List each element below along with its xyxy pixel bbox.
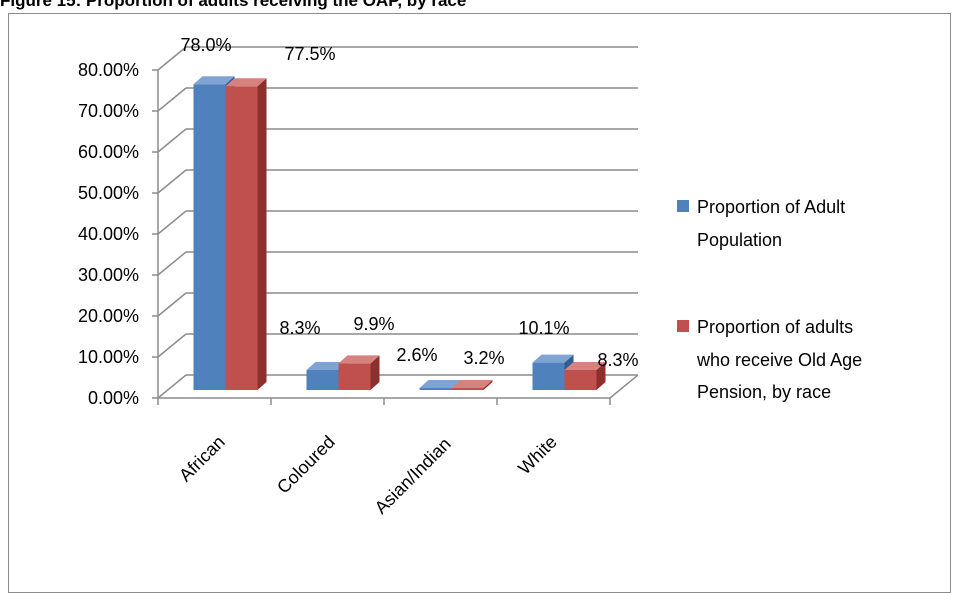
gridline-diagonal [157, 210, 187, 235]
category-label-coloured: Coloured [273, 432, 339, 498]
gridline-diagonal [157, 251, 187, 276]
data-label-coloured-series-2: 9.9% [353, 314, 394, 334]
legend: Proportion of Adult Population Proportion … [677, 197, 862, 402]
y-tick-label: 50.00% [78, 183, 139, 203]
legend-label-series-2: who receive Old Age [696, 350, 862, 370]
data-label-white-series-2: 8.3% [597, 350, 638, 370]
category-label-asian-indian: Asian/Indian [371, 434, 455, 518]
data-label-coloured-series-1: 8.3% [279, 318, 320, 338]
gridline-diagonal [157, 46, 187, 71]
gridline-diagonal [157, 87, 187, 112]
data-labels: 78.0% 77.5% 8.3% 9.9%2.6% 3.2% 10.1% 8.3% [180, 35, 638, 370]
legend-label-series-2: Pension, by race [697, 382, 831, 402]
gridline-diagonal [157, 169, 187, 194]
y-tick-label: 20.00% [78, 306, 139, 326]
bar-white-series-2 [564, 361, 606, 390]
figure-caption: Figure 15: Proportion of adults receivin… [0, 0, 467, 10]
y-tick-label: 30.00% [78, 265, 139, 285]
y-tick-label: 0.00% [88, 388, 139, 408]
y-tick-label: 40.00% [78, 224, 139, 244]
gridline-diagonal [157, 292, 187, 317]
y-tick-label: 10.00% [78, 347, 139, 367]
chart: 0.00% 10.00% 20.00% 30.00% 40.00% 50.00% 60.00… [78, 35, 862, 518]
legend-label-series-1: Proportion of Adult [697, 197, 845, 217]
bar-african-series-2 [225, 78, 267, 390]
data-label-white-series-1: 10.1% [518, 318, 569, 338]
legend-label-series-1: Population [697, 230, 782, 250]
data-label-african-series-2: 77.5% [284, 44, 335, 64]
y-tick-label: 60.00% [78, 142, 139, 162]
y-tick-label: 70.00% [78, 101, 139, 121]
gridline-diagonal [157, 128, 187, 153]
gridline-diagonal [157, 374, 187, 399]
data-label-asian-indian-series-2: 3.2% [463, 348, 504, 368]
bars [193, 76, 606, 390]
bar-coloured-series-2 [338, 355, 380, 390]
category-label-white: White [514, 432, 561, 479]
legend-swatch-series-2 [677, 320, 689, 332]
legend-swatch-series-1 [677, 200, 689, 212]
floor-edge [609, 374, 639, 399]
y-axis-ticks: 0.00% 10.00% 20.00% 30.00% 40.00% 50.00% 60.00… [78, 60, 139, 408]
category-label-african: African [175, 432, 229, 486]
y-tick-label: 80.00% [78, 60, 139, 80]
bar-asian-indian-series-2 [451, 380, 493, 390]
gridline-diagonal [157, 333, 187, 358]
data-label-asian-indian-series-1: 2.6% [396, 345, 437, 365]
legend-label-series-2: Proportion of adults [697, 317, 853, 337]
category-labels: African Coloured Asian/Indian White [175, 432, 561, 518]
data-label-african-series-1: 78.0% [180, 35, 231, 55]
